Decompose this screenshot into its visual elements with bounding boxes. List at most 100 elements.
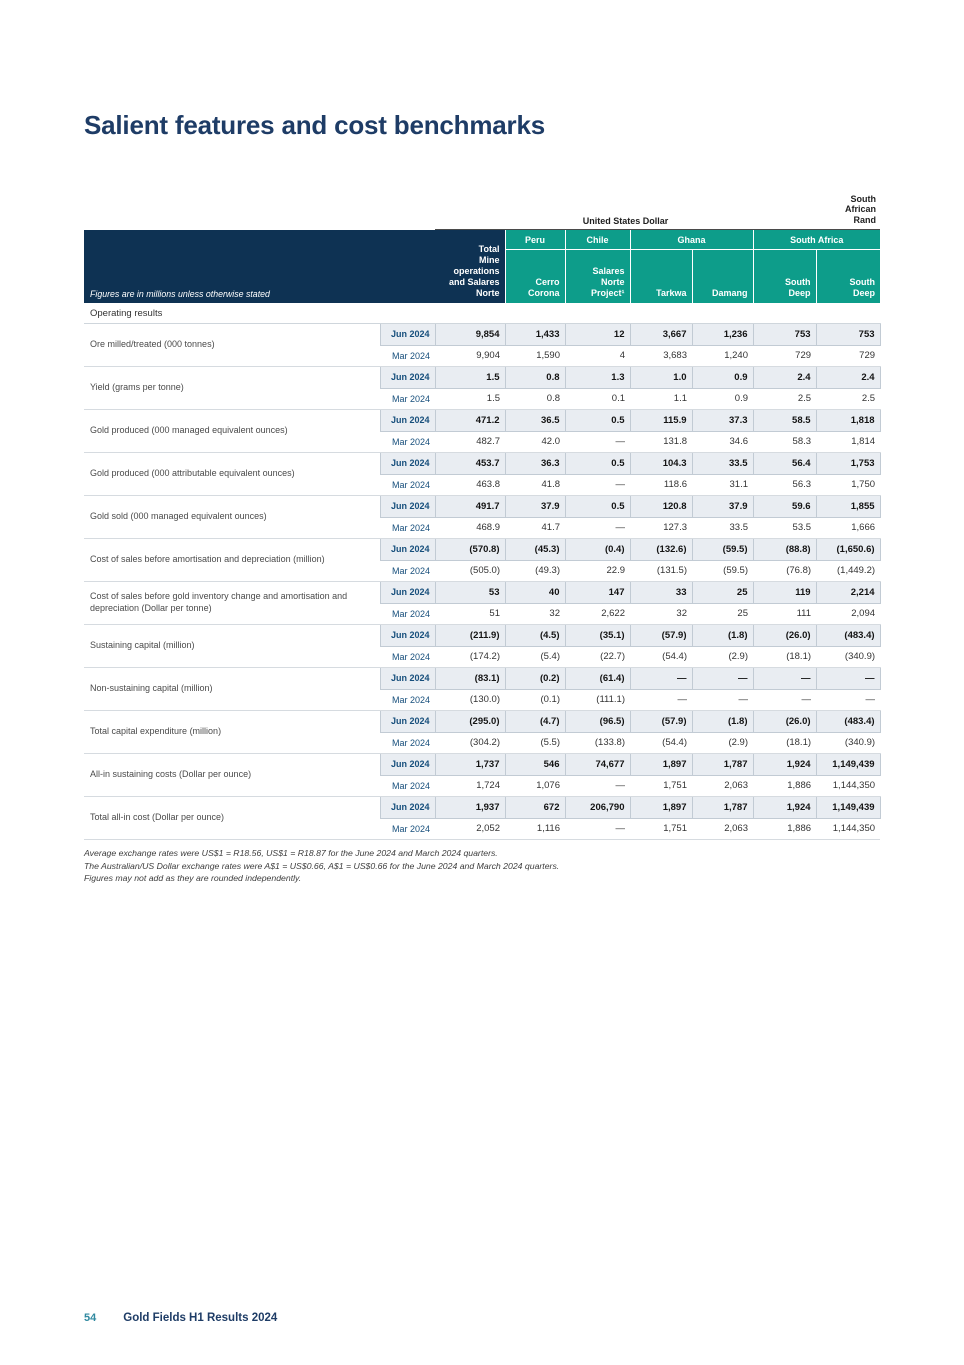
value-cell-jun: 1,897 (629, 796, 693, 819)
metric-label: Total all-in cost (Dollar per ounce) (84, 796, 380, 840)
value-cell-jun: (26.0) (752, 624, 817, 647)
value-cell-mar: 1,590 (505, 345, 565, 367)
metric-label: Sustaining capital (million) (84, 624, 380, 668)
value-cell-mar: — (630, 689, 692, 711)
metric-row-jun: Yield (grams per tonne) Jun 2024 1.5 0.8 1.3… (84, 366, 881, 410)
value-cell-jun: 1,149,439 (815, 753, 881, 776)
value-cell-jun: 753 (752, 323, 817, 346)
zar-currency-label: South African Rand (816, 182, 881, 230)
section-row: Operating results (84, 303, 881, 324)
value-cell-jun: (88.8) (752, 538, 817, 561)
value-cell-jun: (132.6) (629, 538, 693, 561)
period-label-mar: Mar 2024 (380, 431, 435, 453)
footnotes: Average exchange rates were US$1 = R18.5… (84, 847, 884, 885)
value-cell-jun: 120.8 (629, 495, 693, 518)
group-header-peru: Peru (504, 229, 565, 250)
metric-label: Gold produced (000 attributable equivale… (84, 452, 380, 496)
metric-label: Yield (grams per tonne) (84, 366, 380, 410)
value-cell-mar: (174.2) (435, 646, 505, 668)
metric-row-jun: Cost of sales before amortisation and de… (84, 538, 881, 582)
mine-subheader-row: Cerro Corona Salares Norte Project¹ Tark… (84, 249, 881, 303)
value-cell-jun: 1,753 (815, 452, 881, 475)
metric-row-mar: Mar 2024 482.7 42.0—131.8 34.6 58.3 1,814 (84, 431, 881, 453)
value-cell-jun: (57.9) (629, 710, 693, 733)
period-label-mar: Mar 2024 (380, 818, 435, 840)
value-cell-mar: 58.3 (753, 431, 817, 453)
column-header-tarkwa: Tarkwa (629, 249, 692, 303)
value-cell-mar: — (565, 818, 630, 840)
value-cell-mar: 42.0 (505, 431, 565, 453)
value-cell-mar: — (753, 689, 817, 711)
value-cell-mar: 33.5 (692, 517, 753, 539)
value-cell-mar: 2,063 (692, 775, 753, 797)
period-label-jun: Jun 2024 (379, 796, 436, 819)
value-cell-mar: 729 (753, 345, 817, 367)
period-label-jun: Jun 2024 (379, 538, 436, 561)
table-corner-note: Figures are in millions unless otherwise… (84, 229, 435, 303)
value-cell-jun: 9,854 (434, 323, 506, 346)
metric-row-mar: Mar 2024 (174.2) (5.4) (22.7) (54.4) (2.9) (18… (84, 646, 881, 668)
period-label-jun: Jun 2024 (379, 452, 436, 475)
value-cell-mar: (505.0) (435, 560, 505, 582)
metric-row-jun: Cost of sales before gold inventory chan… (84, 581, 881, 625)
metric-row-jun: All-in sustaining costs (Dollar per ounc… (84, 753, 881, 797)
column-header-total-mine-operations: Total Mine operations and Salares Norte (435, 229, 505, 303)
period-label-mar: Mar 2024 (380, 775, 435, 797)
value-cell-jun: 453.7 (434, 452, 506, 475)
value-cell-jun: — (752, 667, 817, 690)
value-cell-mar: 0.1 (565, 388, 630, 410)
period-label-jun: Jun 2024 (379, 409, 436, 432)
value-cell-jun: 56.4 (752, 452, 817, 475)
metric-label: Gold sold (000 managed equivalent ounces… (84, 495, 380, 539)
salient-features-table-wrap: United States Dollar South African Rand … (84, 182, 884, 885)
value-cell-mar: 1,144,350 (816, 818, 881, 840)
value-cell-jun: (483.4) (815, 710, 881, 733)
metric-row-mar: Mar 2024 2,052 1,116—1,751 2,063 1,886 1,144,… (84, 818, 881, 840)
value-cell-mar: 1.1 (630, 388, 692, 410)
period-label-mar: Mar 2024 (380, 689, 435, 711)
footer-year: 2024 (251, 1312, 278, 1324)
value-cell-jun: 25 (691, 581, 754, 604)
period-label-jun: Jun 2024 (379, 710, 436, 733)
value-cell-mar: 1.5 (435, 388, 505, 410)
period-label-mar: Mar 2024 (380, 646, 435, 668)
group-header-south-africa: South Africa (752, 229, 881, 250)
value-cell-jun: 0.5 (564, 409, 631, 432)
value-cell-mar: — (565, 517, 630, 539)
value-cell-mar: 1,144,350 (816, 775, 881, 797)
value-cell-mar: 131.8 (630, 431, 692, 453)
value-cell-jun: 37.9 (691, 495, 754, 518)
period-label-mar: Mar 2024 (380, 474, 435, 496)
value-cell-jun: 1,149,439 (815, 796, 881, 819)
value-cell-mar: 32 (630, 603, 692, 625)
value-cell-mar: 0.8 (505, 388, 565, 410)
group-header-ghana: Ghana (629, 229, 753, 250)
value-cell-mar: 41.7 (505, 517, 565, 539)
value-cell-mar: 9,904 (435, 345, 505, 367)
value-cell-mar: 2,063 (692, 818, 753, 840)
metric-row-jun: Gold produced (000 managed equivalent ou… (84, 409, 881, 453)
metric-label: Cost of sales before amortisation and de… (84, 538, 380, 582)
value-cell-jun: (483.4) (815, 624, 881, 647)
period-label-mar: Mar 2024 (380, 388, 435, 410)
period-label-jun: Jun 2024 (379, 667, 436, 690)
value-cell-jun: (4.7) (504, 710, 566, 733)
value-cell-jun: 2,214 (815, 581, 881, 604)
value-cell-jun: (35.1) (564, 624, 631, 647)
value-cell-jun: (26.0) (752, 710, 817, 733)
value-cell-jun: 59.6 (752, 495, 817, 518)
metric-row-mar: Mar 2024 9,904 1,590 4 3,683 1,240 729 729 (84, 345, 881, 367)
value-cell-mar: 56.3 (753, 474, 817, 496)
value-cell-jun: 104.3 (629, 452, 693, 475)
value-cell-mar: (5.5) (505, 732, 565, 754)
value-cell-jun: (96.5) (564, 710, 631, 733)
value-cell-jun: 1.5 (434, 366, 506, 389)
value-cell-mar: 53.5 (753, 517, 817, 539)
value-cell-mar: 2,052 (435, 818, 505, 840)
group-header-chile: Chile (564, 229, 630, 250)
value-cell-mar: (2.9) (692, 732, 753, 754)
value-cell-jun: 1.0 (629, 366, 693, 389)
value-cell-jun: 491.7 (434, 495, 506, 518)
value-cell-jun: 1,855 (815, 495, 881, 518)
